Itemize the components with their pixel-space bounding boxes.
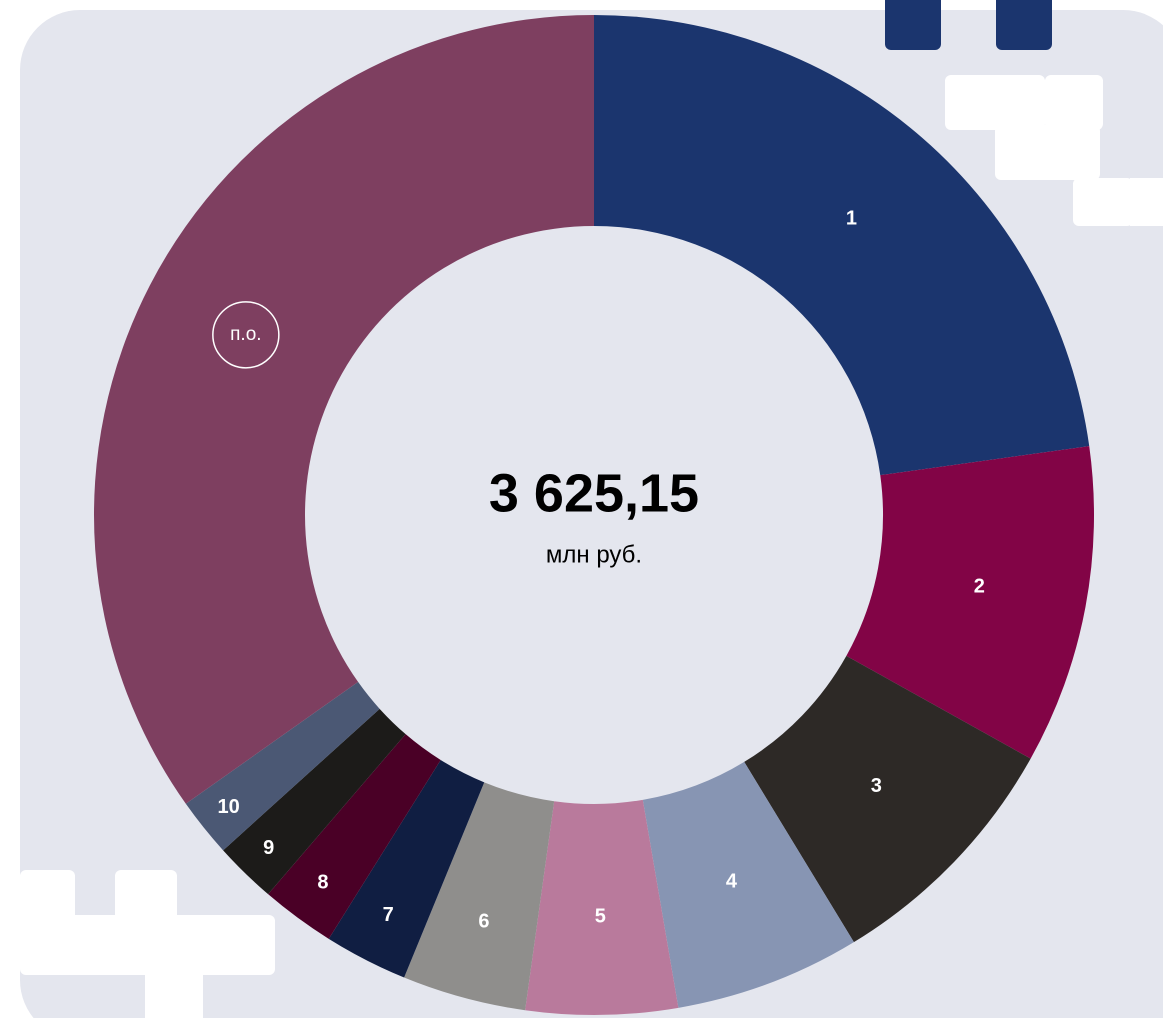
deco-block: [995, 125, 1100, 180]
segment-label: п.о.: [230, 324, 261, 345]
center-value: 3 625,15: [489, 463, 699, 523]
deco-block: [1073, 178, 1133, 226]
segment-label: 9: [263, 837, 274, 859]
segment-label: 1: [846, 208, 857, 230]
chart: 1 2 3 4 5 6 7 8 9 10 п.о. 3 625,15 млн руб.: [0, 0, 1163, 1018]
deco-block: [1045, 75, 1103, 130]
deco-block: [885, 0, 941, 50]
segment-label: 10: [217, 796, 239, 818]
deco-block: [996, 0, 1052, 50]
deco-block: [145, 965, 203, 1018]
segment-label: 2: [974, 576, 985, 598]
segment-label: 7: [383, 904, 394, 926]
deco-block: [1130, 178, 1163, 226]
panel-notch: [0, 460, 20, 540]
segment-label: 5: [595, 905, 606, 927]
segment-label: 3: [871, 775, 882, 797]
segment-label: 8: [317, 871, 328, 893]
deco-block: [945, 75, 1045, 130]
segment-label: 6: [478, 911, 489, 933]
center-unit: млн руб.: [546, 541, 642, 568]
segment-label: 4: [726, 870, 738, 892]
